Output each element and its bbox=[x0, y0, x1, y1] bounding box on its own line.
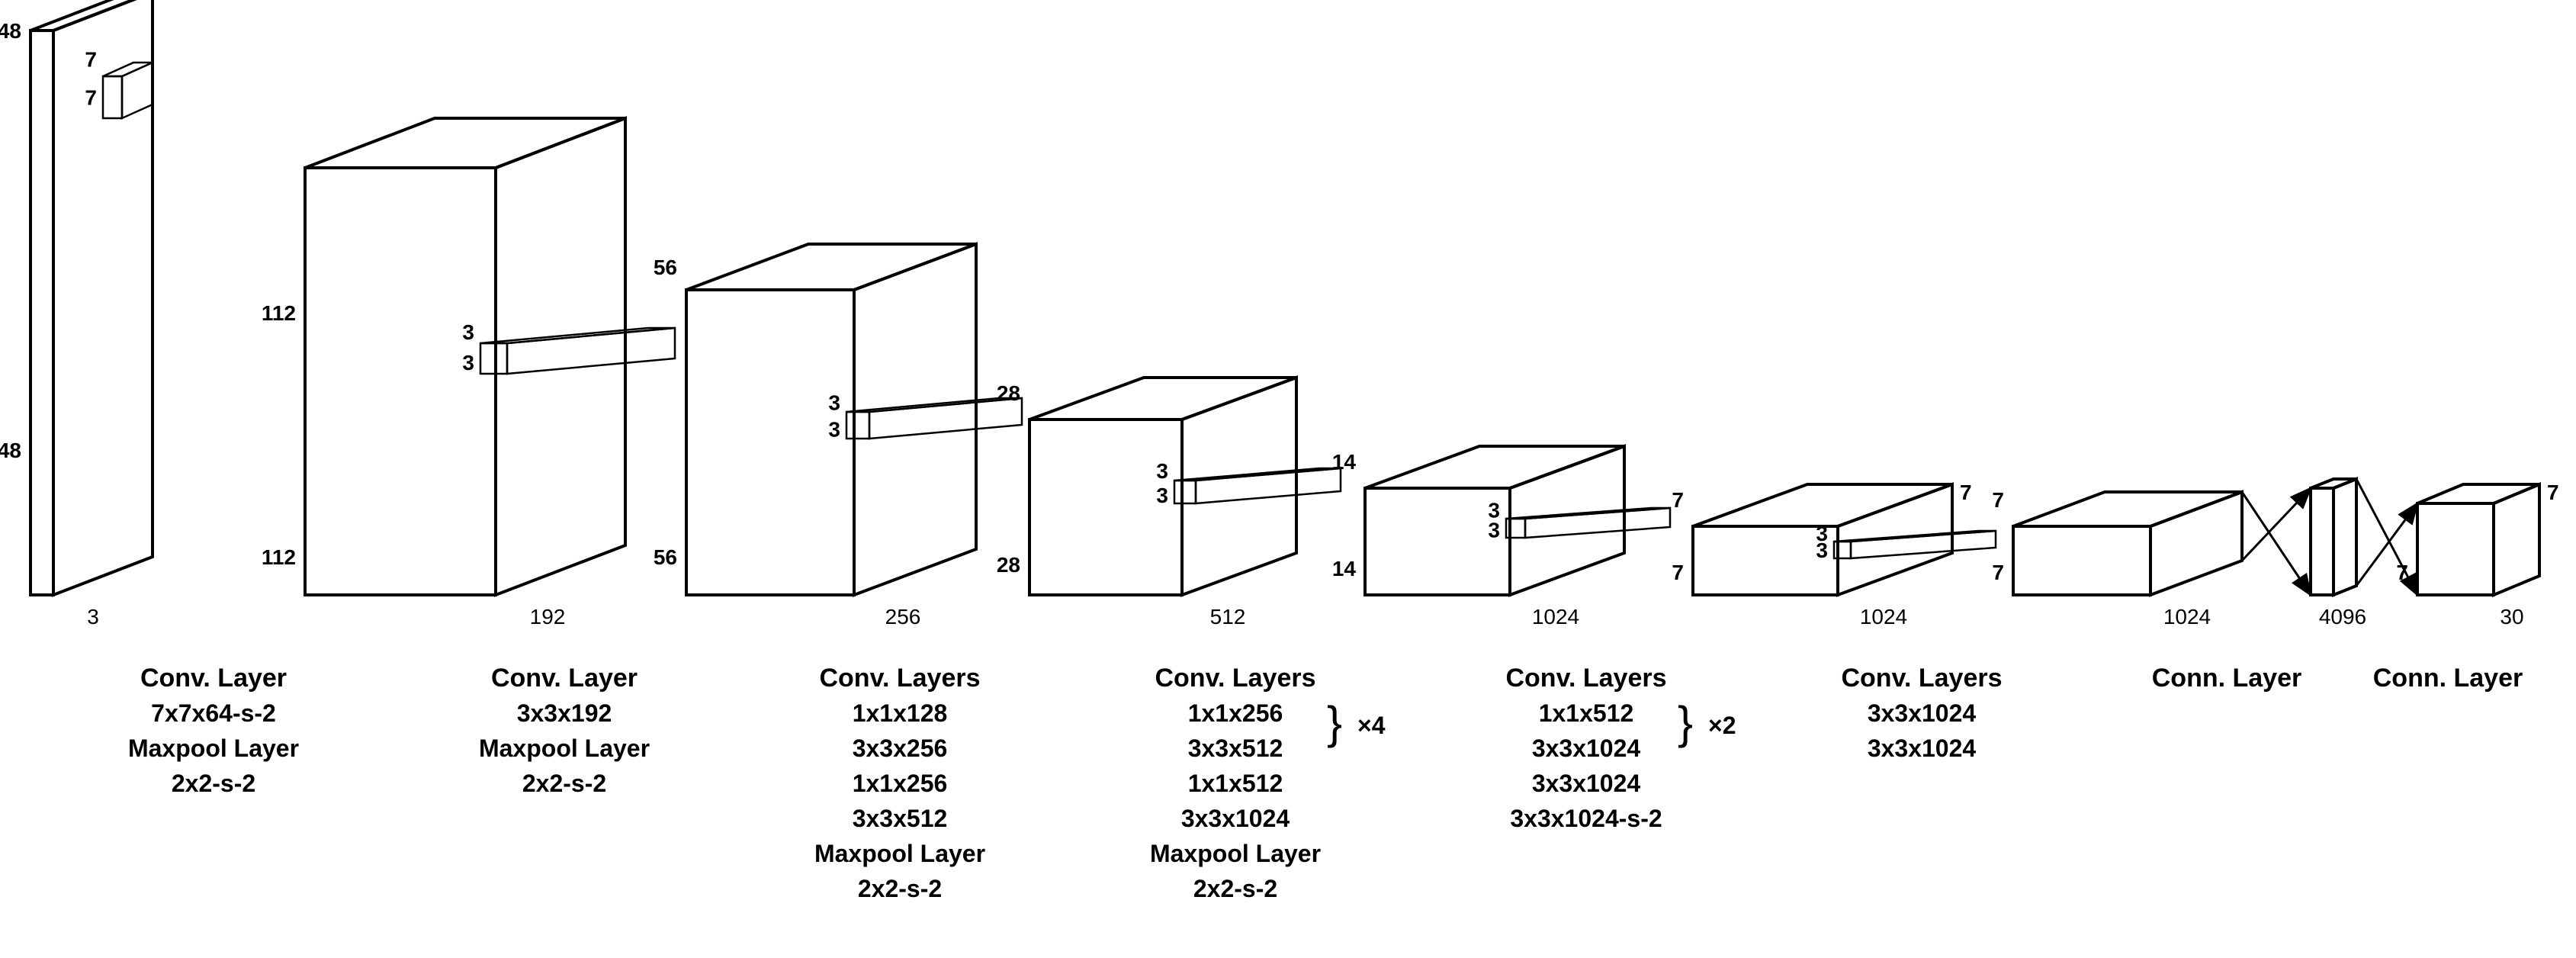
kernel-dim-label: 3 bbox=[1488, 519, 1500, 542]
depth-label: 3 bbox=[87, 605, 99, 628]
layer-block-b0: 448 448 3 7 7 bbox=[0, 0, 153, 628]
dim-label: 7 bbox=[1960, 481, 1972, 504]
caption-line: 7x7x64-s-2 bbox=[151, 699, 276, 727]
caption-line: 3x3x192 bbox=[517, 699, 612, 727]
depth-label: 256 bbox=[885, 605, 921, 628]
caption-line: 2x2-s-2 bbox=[522, 770, 606, 797]
dim-label: 448 bbox=[0, 19, 21, 43]
connector-b6-b7 bbox=[2242, 488, 2311, 595]
dim-label: 14 bbox=[1332, 450, 1357, 474]
brace-icon: } bbox=[1327, 697, 1342, 748]
layer-block-b4: 1414102433 bbox=[1332, 446, 1670, 628]
caption-line: 3x3x1024 bbox=[1532, 770, 1641, 797]
caption-line: 1x1x256 bbox=[1188, 699, 1283, 727]
caption-line: 3x3x1024 bbox=[1868, 735, 1977, 762]
dim-label: 112 bbox=[262, 545, 296, 569]
caption-line: 1x1x128 bbox=[853, 699, 948, 727]
caption-title: Conv. Layers bbox=[1505, 664, 1666, 693]
caption-line: 3x3x1024 bbox=[1868, 699, 1977, 727]
layer-block-b5: 777102433 bbox=[1672, 481, 1996, 628]
layer-block-b3: 28 28 512 33 bbox=[997, 378, 1341, 628]
caption-line: 2x2-s-2 bbox=[172, 770, 255, 797]
caption-line: 3x3x1024 bbox=[1532, 735, 1641, 762]
caption-1: Conv. Layer 3x3x192 Maxpool Layer 2x2-s-2 bbox=[479, 664, 650, 797]
layer-block-b7: 4096 bbox=[2311, 479, 2366, 628]
caption-line: 3x3x256 bbox=[853, 735, 948, 762]
caption-4: Conv. Layers 1x1x512 3x3x1024 3x3x1024 3x3x1… bbox=[1505, 664, 1736, 832]
caption-line: 3x3x512 bbox=[853, 805, 948, 832]
layer-block-b8: 7730 bbox=[2396, 481, 2558, 628]
dim-label: 7 bbox=[1672, 488, 1684, 512]
kernel-dim-label: 3 bbox=[462, 320, 474, 344]
kernel-dim-label: 3 bbox=[828, 391, 840, 415]
kernel-dim-label: 3 bbox=[462, 351, 474, 375]
dim-label: 112 bbox=[262, 301, 296, 325]
caption-title: Conv. Layers bbox=[1841, 664, 2002, 693]
caption-7: Conn. Layer bbox=[2373, 664, 2523, 693]
depth-label: 1024 bbox=[1860, 605, 1907, 628]
caption-title: Conv. Layers bbox=[819, 664, 980, 693]
dim-label: 56 bbox=[654, 256, 677, 279]
repeat-count: ×2 bbox=[1708, 712, 1736, 739]
dim-label: 7 bbox=[1992, 488, 2004, 512]
caption-0: Conv. Layer 7x7x64-s-2 Maxpool Layer 2x2-s-… bbox=[128, 664, 299, 797]
kernel-dim-label: 3 bbox=[1156, 484, 1168, 507]
repeat-count: ×4 bbox=[1357, 712, 1386, 739]
caption-line: 3x3x1024 bbox=[1181, 805, 1290, 832]
caption-line: 1x1x512 bbox=[1188, 770, 1283, 797]
caption-line: 2x2-s-2 bbox=[858, 875, 942, 902]
caption-line: 1x1x512 bbox=[1539, 699, 1634, 727]
layer-block-b2: 56 56 256 3 3 bbox=[654, 244, 1022, 628]
caption-5: Conv. Layers 3x3x1024 3x3x1024 bbox=[1841, 664, 2002, 762]
caption-line: 2x2-s-2 bbox=[1193, 875, 1277, 902]
kernel-dim-label: 3 bbox=[1816, 538, 1828, 562]
connector-b7-b8 bbox=[2356, 479, 2417, 595]
layer-block-b6: 7 7 1024 bbox=[1992, 488, 2242, 628]
dim-label: 14 bbox=[1332, 557, 1357, 580]
caption-title: Conn. Layer bbox=[2373, 664, 2523, 693]
dim-label: 7 bbox=[2547, 481, 2559, 504]
caption-title: Conv. Layers bbox=[1155, 664, 1315, 693]
depth-label: 30 bbox=[2500, 605, 2523, 628]
caption-line: 3x3x512 bbox=[1188, 735, 1283, 762]
kernel-dim-label: 7 bbox=[85, 86, 97, 110]
caption-6: Conn. Layer bbox=[2152, 664, 2301, 693]
caption-line: Maxpool Layer bbox=[814, 840, 985, 867]
caption-line: Maxpool Layer bbox=[1150, 840, 1321, 867]
dim-label: 7 bbox=[1672, 561, 1684, 584]
caption-3: Conv. Layers 1x1x256 3x3x512 1x1x512 3x3x102… bbox=[1150, 664, 1386, 902]
kernel-dim-label: 3 bbox=[828, 418, 840, 442]
caption-line: Maxpool Layer bbox=[479, 735, 650, 762]
depth-label: 1024 bbox=[2163, 605, 2211, 628]
caption-2: Conv. Layers 1x1x128 3x3x256 1x1x256 3x3x512… bbox=[814, 664, 985, 902]
caption-title: Conv. Layer bbox=[140, 664, 287, 693]
layer-block-b1: 112 112 192 3 3 bbox=[262, 118, 675, 628]
architecture-diagram: 4484483771121121923356562563328285123314… bbox=[0, 0, 2576, 958]
kernel-dim-label: 7 bbox=[85, 48, 97, 72]
dim-label: 448 bbox=[0, 439, 21, 462]
depth-label: 4096 bbox=[2319, 605, 2366, 628]
caption-title: Conv. Layer bbox=[491, 664, 638, 693]
depth-label: 1024 bbox=[1532, 605, 1579, 628]
caption-line: Maxpool Layer bbox=[128, 735, 299, 762]
caption-line: 1x1x256 bbox=[853, 770, 948, 797]
depth-label: 192 bbox=[530, 605, 566, 628]
caption-title: Conn. Layer bbox=[2152, 664, 2301, 693]
dim-label: 28 bbox=[997, 553, 1020, 577]
dim-label: 28 bbox=[997, 381, 1020, 405]
dim-label: 7 bbox=[1992, 561, 2004, 584]
dim-label: 56 bbox=[654, 545, 677, 569]
brace-icon: } bbox=[1678, 697, 1693, 748]
caption-line: 3x3x1024-s-2 bbox=[1510, 805, 1662, 832]
kernel-dim-label: 3 bbox=[1156, 459, 1168, 483]
depth-label: 512 bbox=[1210, 605, 1246, 628]
